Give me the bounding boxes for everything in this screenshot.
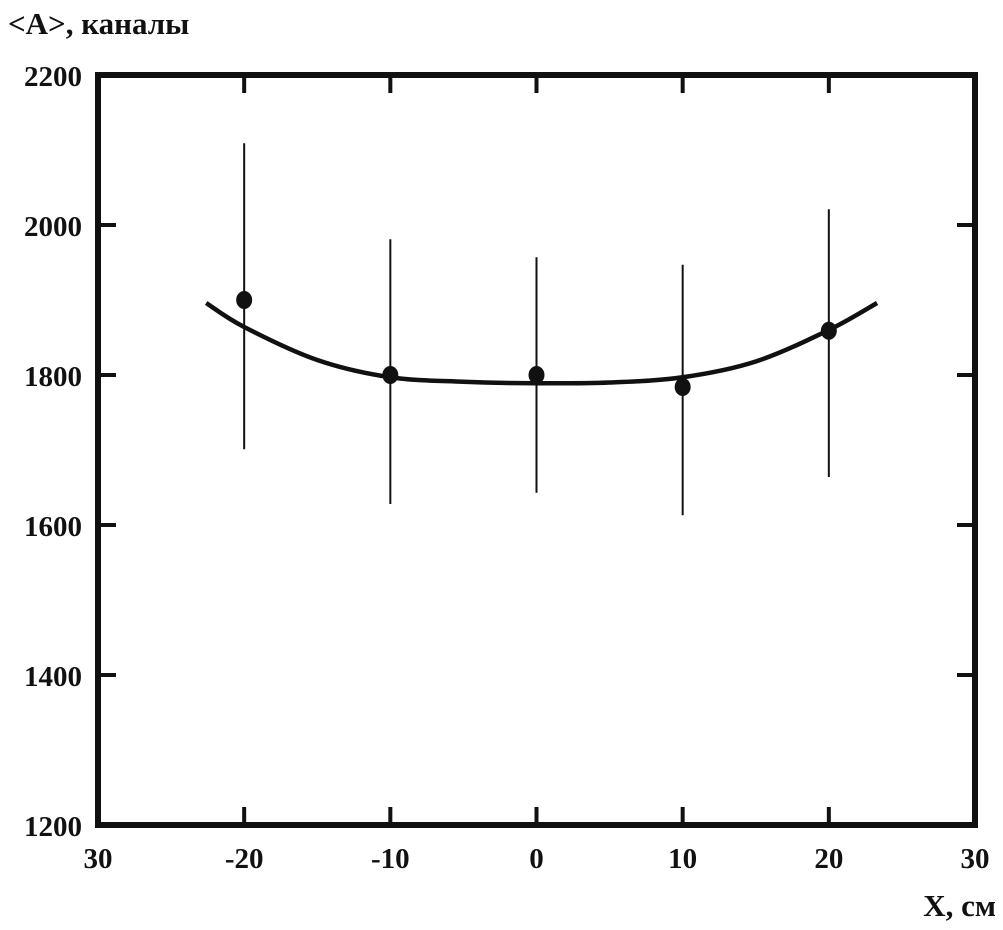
y-axis-label: <A>, каналы — [8, 6, 189, 41]
y-tick-label: 2200 — [24, 61, 82, 93]
y-tick-label: 1600 — [24, 511, 82, 543]
x-tick-label: 0 — [529, 843, 544, 875]
x-tick-label: 30 — [84, 843, 113, 875]
data-point — [674, 378, 691, 396]
data-point — [236, 291, 253, 309]
x-tick-label: 30 — [961, 843, 990, 875]
data-point — [382, 366, 399, 384]
x-tick-label: 20 — [814, 843, 843, 875]
y-tick-label: 2000 — [24, 211, 82, 243]
x-tick-label: -20 — [225, 843, 264, 875]
x-tick-label: 10 — [668, 843, 697, 875]
data-point — [528, 366, 545, 384]
y-tick-label: 1400 — [24, 661, 82, 693]
y-tick-label: 1200 — [24, 811, 82, 843]
data-point — [820, 321, 837, 340]
plot-frame — [95, 72, 978, 828]
y-tick-label: 1800 — [24, 361, 82, 393]
x-tick-label: -10 — [371, 843, 410, 875]
x-axis-label: X, см — [923, 888, 996, 923]
